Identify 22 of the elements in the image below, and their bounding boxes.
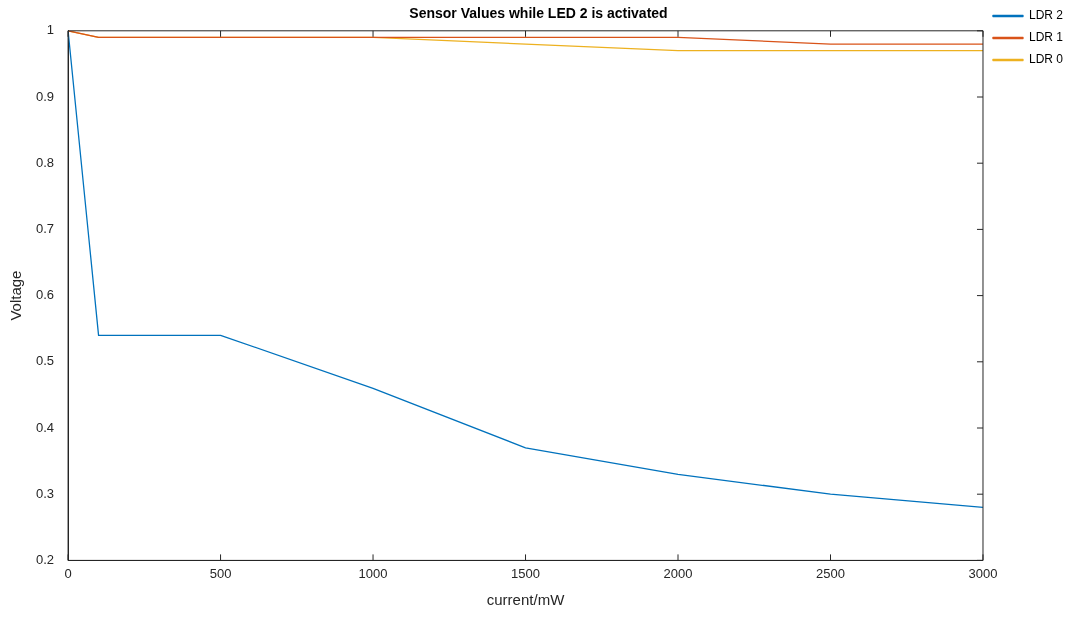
x-tick-label: 1000 xyxy=(358,565,388,581)
x-tick-label: 2000 xyxy=(663,565,693,581)
y-tick-label: 0.2 xyxy=(35,551,55,567)
x-tick-label: 2500 xyxy=(816,565,845,581)
y-tick-label: 0.4 xyxy=(35,419,55,435)
legend-label: LDR 1 xyxy=(1028,30,1064,45)
legend-label: LDR 0 xyxy=(1028,52,1064,67)
x-tick-label: 3000 xyxy=(968,565,998,581)
x-tick-label: 500 xyxy=(209,565,232,581)
x-tick-label: 0 xyxy=(64,565,72,581)
x-tick-label: 1500 xyxy=(511,565,540,581)
y-tick-label: 0.5 xyxy=(35,353,55,369)
legend-label: LDR 2 xyxy=(1028,8,1064,23)
x-axis-title: current/mW xyxy=(486,591,566,609)
y-tick-label: 0.7 xyxy=(35,220,55,236)
y-tick-label: 1 xyxy=(46,22,55,38)
y-tick-label: 0.9 xyxy=(35,88,55,104)
y-axis-title: Voltage xyxy=(7,270,25,321)
y-tick-label: 0.6 xyxy=(35,287,55,303)
chart-title: Sensor Values while LED 2 is activated xyxy=(409,5,668,22)
y-tick-label: 0.3 xyxy=(35,485,55,501)
y-tick-label: 0.8 xyxy=(35,154,55,170)
